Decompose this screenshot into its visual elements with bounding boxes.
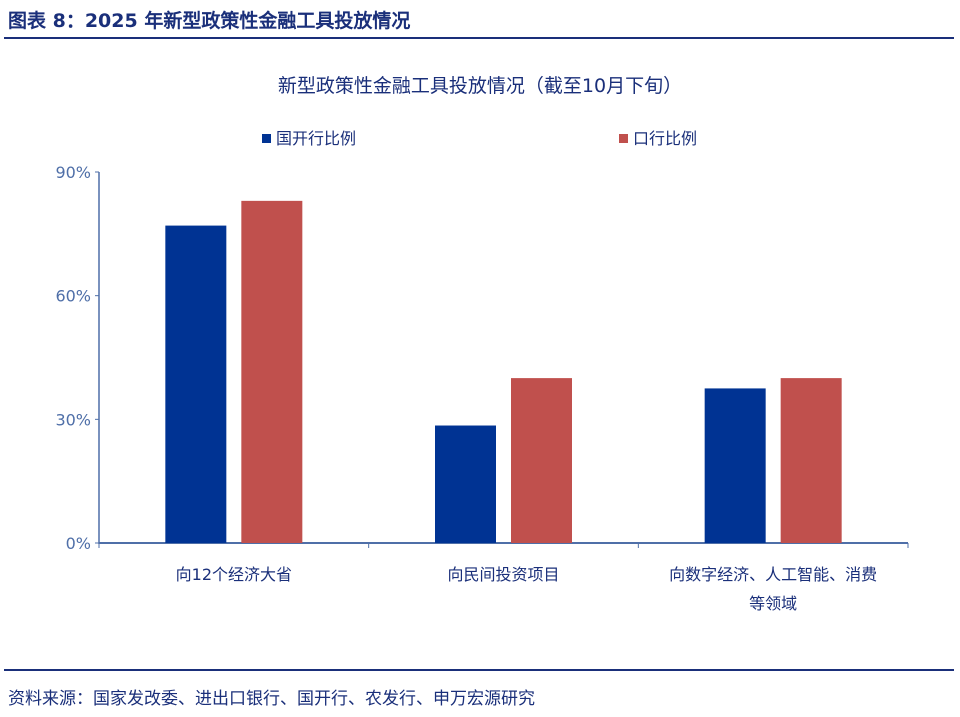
chart-title: 新型政策性金融工具投放情况（截至10月下旬） bbox=[278, 75, 682, 97]
top-rule bbox=[4, 37, 954, 39]
bar-口行比例-1 bbox=[511, 378, 572, 543]
legend-swatch-1 bbox=[619, 134, 628, 143]
y-tick-label: 60% bbox=[55, 287, 91, 306]
bottom-rule bbox=[4, 669, 954, 671]
x-tick-label: 向数字经济、人工智能、消费 bbox=[669, 565, 877, 584]
x-tick-label: 等领域 bbox=[749, 594, 797, 613]
figure-header: 图表 8：2025 年新型政策性金融工具投放情况 bbox=[8, 10, 411, 32]
y-tick-label: 90% bbox=[55, 163, 91, 182]
bar-国开行比例-1 bbox=[435, 425, 496, 543]
y-tick-label: 0% bbox=[66, 534, 91, 553]
bar-口行比例-2 bbox=[780, 378, 842, 543]
legend-label-1: 口行比例 bbox=[633, 129, 697, 148]
bar-chart: 新型政策性金融工具投放情况（截至10月下旬） 国开行比例 口行比例 0% 30% 60% 9… bbox=[55, 75, 909, 613]
bar-口行比例-0 bbox=[241, 200, 303, 543]
x-tick-label: 向12个经济大省 bbox=[176, 565, 292, 584]
x-tick-label: 向民间投资项目 bbox=[447, 565, 559, 584]
y-tick-label: 30% bbox=[55, 410, 91, 429]
bar-国开行比例-0 bbox=[165, 225, 227, 544]
bar-国开行比例-2 bbox=[704, 388, 766, 543]
legend-swatch-0 bbox=[262, 134, 271, 143]
legend-label-0: 国开行比例 bbox=[276, 129, 356, 148]
source-note: 资料来源：国家发改委、进出口银行、国开行、农发行、申万宏源研究 bbox=[8, 689, 535, 709]
